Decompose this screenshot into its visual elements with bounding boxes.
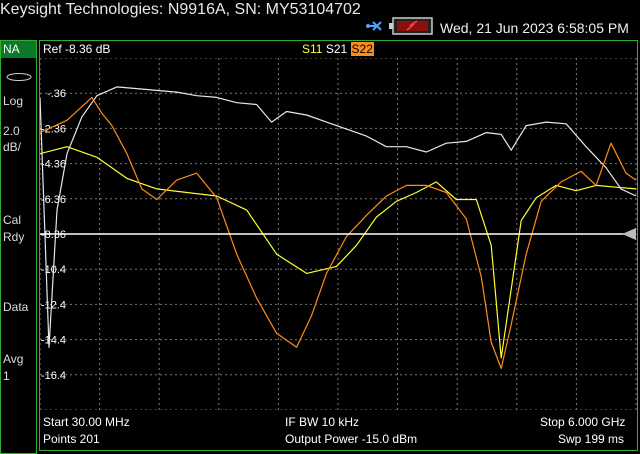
avg-label: Avg — [3, 352, 24, 366]
y-tick-label: -6.36 — [41, 194, 66, 206]
y-tick-label: -8.36 — [41, 229, 66, 241]
trace-lines — [40, 86, 637, 370]
instrument-title: Keysight Technologies: N9916A, SN: MY531… — [0, 1, 361, 18]
title-bar: Keysight Technologies: N9916A, SN: MY531… — [0, 0, 640, 40]
y-tick-label: -12.4 — [41, 299, 66, 311]
y-tick-label: -14.4 — [41, 335, 66, 347]
battery-charging-icon — [389, 17, 433, 35]
reference-line — [40, 228, 636, 240]
format-label: Log — [3, 94, 24, 108]
left-status-panel: NA Log 2.0 dB/ Cal Rdy Data Avg 1 — [0, 40, 37, 454]
points-count[interactable]: Points 201 — [43, 432, 100, 446]
ellipse-icon — [5, 69, 33, 87]
trace-s11 — [40, 146, 637, 359]
y-tick-label: -4.36 — [41, 159, 66, 171]
plot-frame — [39, 40, 638, 451]
y-tick-label: -16.4 — [41, 370, 66, 382]
data-label: Data — [3, 300, 29, 314]
avg-count: 1 — [3, 369, 10, 383]
stop-frequency[interactable]: Stop 6.000 GHz — [540, 415, 626, 429]
output-power[interactable]: Output Power -15.0 dBm — [285, 432, 418, 446]
y-tick-label: -.36 — [47, 88, 66, 100]
usb-icon — [365, 18, 385, 34]
scale-unit: dB/ — [3, 140, 22, 154]
y-tick-labels: -.36-2.36-4.36-6.36-8.36-10.4-12.4-14.4-… — [41, 88, 66, 382]
trace-s21 — [40, 86, 637, 348]
trace-plot[interactable]: -.36-2.36-4.36-6.36-8.36-10.4-12.4-14.4-… — [40, 58, 637, 410]
datetime-display: Wed, 21 Jun 2023 6:58:05 PM — [440, 20, 629, 36]
sweep-time[interactable]: Swp 199 ms — [558, 432, 625, 446]
cal-label: Cal — [3, 213, 22, 227]
trace-s22-label[interactable]: S22 — [350, 42, 374, 56]
y-tick-label: -2.36 — [41, 123, 66, 135]
ref-marker-icon — [622, 228, 636, 240]
mode-badge[interactable]: NA — [1, 41, 36, 58]
trace-s22 — [40, 96, 637, 370]
ref-level-label: Ref -8.36 dB — [43, 42, 111, 56]
trace-legend: S11 S21 S22 — [302, 42, 374, 56]
trace-s11-label[interactable]: S11 — [302, 42, 323, 56]
start-frequency[interactable]: Start 30.00 MHz — [43, 415, 130, 429]
trace-s21-label[interactable]: S21 — [325, 42, 348, 56]
if-bandwidth[interactable]: IF BW 10 kHz — [285, 415, 360, 429]
cal-state: Rdy — [3, 230, 25, 244]
scale-value: 2.0 — [3, 124, 20, 138]
